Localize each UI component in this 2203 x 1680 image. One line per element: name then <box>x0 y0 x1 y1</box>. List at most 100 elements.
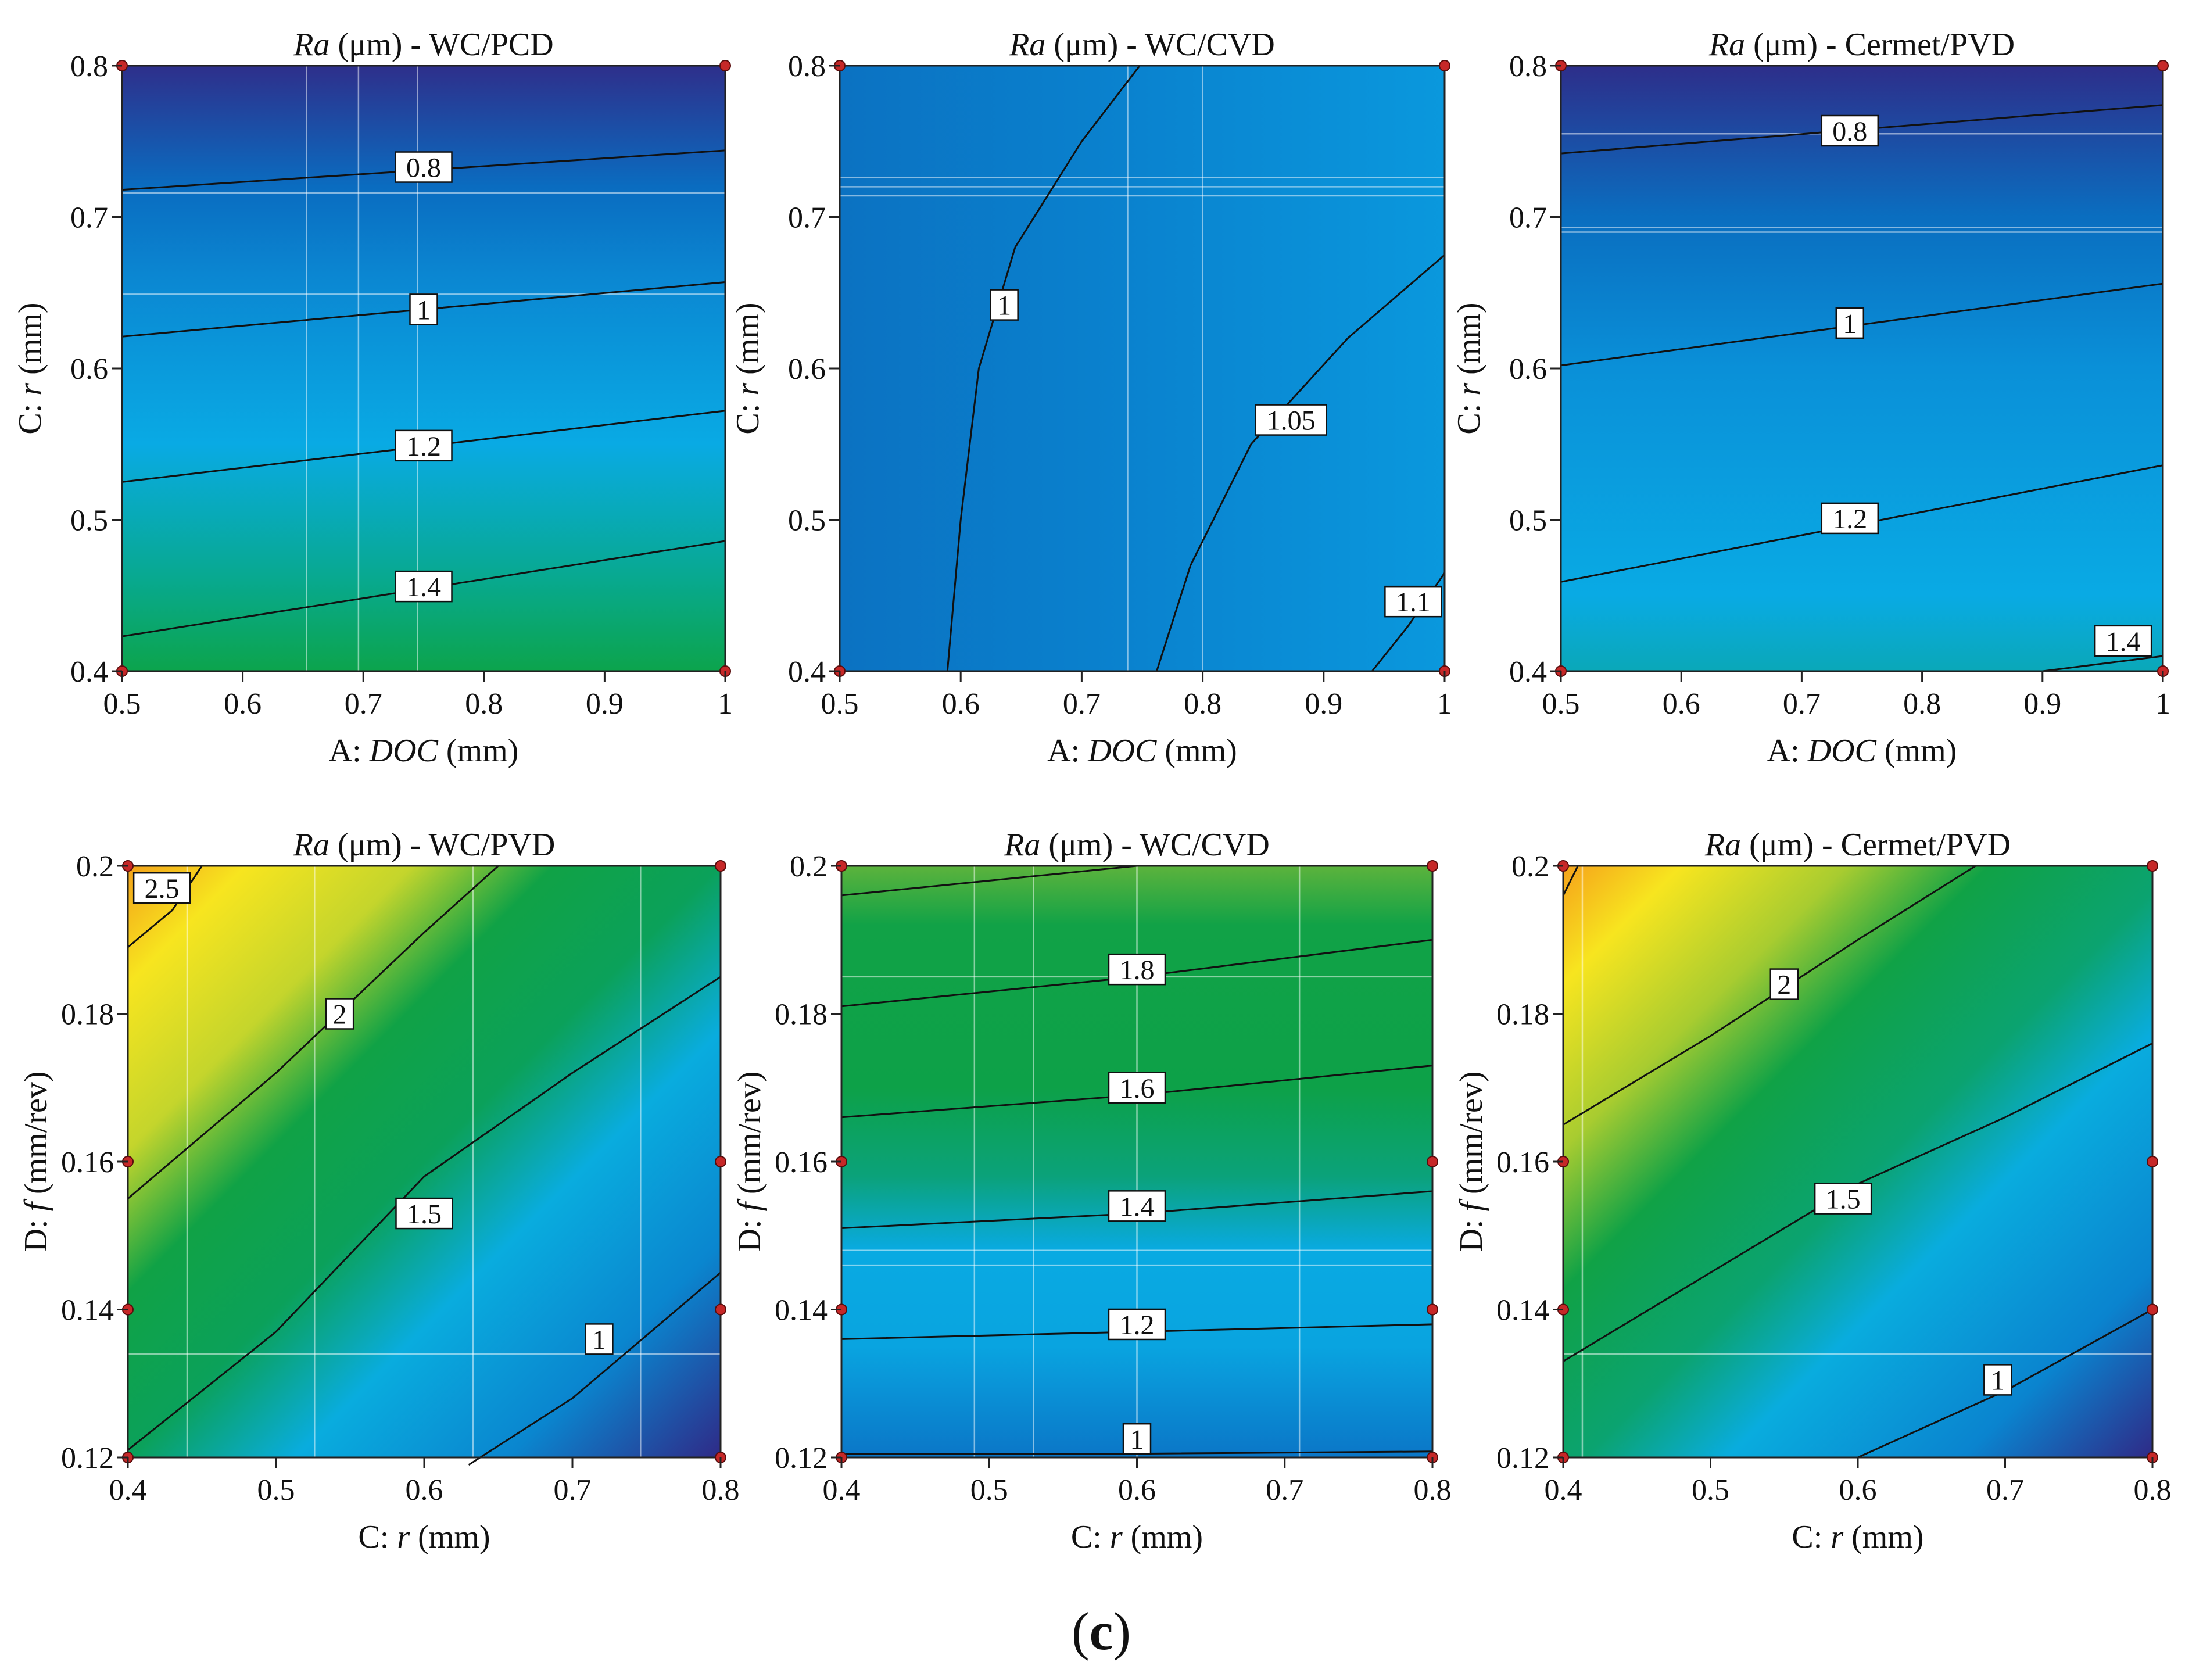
x-tick-label: 0.4 <box>823 1474 861 1507</box>
x-tick-label: 0.5 <box>970 1474 1008 1507</box>
contour-label-text: 0.8 <box>406 153 441 184</box>
contour-line-unlabeled <box>841 865 1137 897</box>
x-axis-variable: DOC <box>1807 733 1877 769</box>
y-tick-label: 0.14 <box>1496 1294 1549 1327</box>
x-tick-label: 0.9 <box>2023 687 2061 721</box>
y-tick-label: 0.16 <box>61 1146 114 1179</box>
design-point <box>1427 1303 1438 1316</box>
contour-label-box <box>395 429 453 462</box>
contour-label: 1.4 <box>2094 625 2152 657</box>
contour-label-text: 1.1 <box>1396 587 1431 618</box>
y-tick-label: 0.5 <box>1509 504 1547 538</box>
y-axis-unit: (mm/rev) <box>18 1071 54 1202</box>
y-tick-label: 0.6 <box>1509 353 1547 386</box>
x-tick-label: 0.6 <box>406 1474 443 1507</box>
contour-label: 1.05 <box>1255 404 1327 436</box>
x-tick-label: 0.5 <box>1692 1474 1729 1507</box>
contour-label-box <box>1769 968 1799 1000</box>
contour-label-box <box>1835 307 1865 339</box>
y-tick-label: 0.16 <box>1496 1146 1549 1179</box>
title-insert: (μm) - WC/CVD <box>1040 827 1270 863</box>
contour-label: 1.2 <box>1821 502 1879 535</box>
x-tick-label: 0.5 <box>103 687 141 721</box>
y-axis-unit: (mm) <box>12 302 48 382</box>
x-tick-label: 0.4 <box>1545 1474 1582 1507</box>
x-axis-unit: (mm) <box>410 1519 490 1555</box>
x-tick-label: 0.6 <box>942 687 980 721</box>
design-point <box>1427 860 1438 872</box>
x-axis-variable: DOC <box>1087 733 1157 769</box>
response-surface-p3 <box>1561 66 2163 671</box>
contour-label-box <box>585 1323 614 1355</box>
x-tick-label: 0.7 <box>345 687 382 721</box>
figure-caption: (c) <box>1072 1602 1131 1661</box>
x-tick-label: 0.8 <box>1414 1474 1452 1507</box>
y-axis-label: D: f (mm/rev) <box>1453 1071 1489 1252</box>
x-axis-factor: A: <box>1047 733 1088 769</box>
contour-label: 1.5 <box>1814 1183 1872 1215</box>
contour-line-2_5 <box>127 865 203 948</box>
y-axis-factor: D: <box>18 1212 54 1252</box>
y-tick-label: 0.18 <box>775 998 828 1031</box>
x-tick-label: 0.6 <box>1118 1474 1156 1507</box>
contour-label-text: 1 <box>1843 309 1857 339</box>
contour-label-text: 0.8 <box>1832 116 1867 147</box>
y-tick-label: 0.12 <box>1496 1442 1549 1475</box>
response-surface-p2 <box>840 66 1445 671</box>
x-axis-label: C: r (mm) <box>1792 1519 1923 1555</box>
x-axis-variable: r <box>1831 1519 1843 1555</box>
contour-label-text: 1 <box>1991 1365 2005 1396</box>
contour-label: 1 <box>409 293 438 325</box>
contour-label: 1 <box>1835 307 1865 339</box>
contour-line-1_5 <box>127 976 721 1451</box>
y-axis-variable: r <box>12 383 48 396</box>
contour-label: 1.2 <box>395 429 453 462</box>
contour-label: 2 <box>1769 968 1799 1001</box>
response-surface-p6 <box>1563 866 2152 1457</box>
contour-label-text: 1.8 <box>1120 955 1155 986</box>
response-surface-p4 <box>128 866 721 1457</box>
x-axis-variable: DOC <box>369 733 439 769</box>
contour-label: 1.4 <box>395 570 453 603</box>
contour-label-box <box>1108 953 1166 986</box>
x-axis-label: A: DOC (mm) <box>1047 733 1237 769</box>
x-tick-label: 0.4 <box>109 1474 147 1507</box>
contour-label: 0.8 <box>1821 114 1879 147</box>
title-response: Ra <box>1009 27 1045 63</box>
x-tick-label: 1 <box>1437 687 1452 721</box>
design-point <box>719 60 731 71</box>
y-axis-factor: C: <box>1451 396 1487 435</box>
y-axis-variable: r <box>730 383 766 396</box>
panel-title: Ra (μm) - WC/PCD <box>293 27 553 63</box>
contour-label: 2.5 <box>132 872 191 904</box>
title-insert: (μm) - WC/PVD <box>329 827 555 863</box>
contour-label-text: 2 <box>1777 970 1791 1001</box>
design-point <box>2147 1156 2158 1167</box>
x-axis-unit: (mm) <box>1843 1519 1923 1555</box>
x-tick-label: 0.8 <box>1903 687 1941 721</box>
y-tick-label: 0.6 <box>788 353 826 386</box>
contour-label-box <box>1821 502 1879 535</box>
y-axis-label: C: r (mm) <box>1451 302 1487 434</box>
contour-label-box <box>990 289 1019 321</box>
y-tick-label: 0.2 <box>1511 850 1549 883</box>
contour-line-1_05 <box>1156 254 1445 672</box>
x-axis-factor: C: <box>1071 1519 1110 1555</box>
title-insert: (μm) - WC/CVD <box>1045 27 1275 63</box>
x-tick-label: 0.7 <box>1063 687 1101 721</box>
y-tick-label: 0.5 <box>788 504 826 538</box>
panel-title: Ra (μm) - Cermet/PVD <box>1704 827 2011 863</box>
x-axis-variable: r <box>1110 1519 1123 1555</box>
title-insert: (μm) - Cermet/PVD <box>1745 27 2015 63</box>
x-tick-label: 0.8 <box>1184 687 1221 721</box>
contour-label-text: 1.05 <box>1267 406 1316 436</box>
contour-label-box <box>1983 1364 2012 1396</box>
y-tick-label: 0.4 <box>788 655 826 689</box>
y-axis-label: D: f (mm/rev) <box>732 1071 768 1252</box>
contour-label-box <box>395 151 453 183</box>
y-axis-label: D: f (mm/rev) <box>18 1071 54 1252</box>
title-response: Ra <box>1704 827 1741 863</box>
contour-label-box <box>1122 1423 1152 1455</box>
y-tick-label: 0.18 <box>1496 998 1549 1031</box>
